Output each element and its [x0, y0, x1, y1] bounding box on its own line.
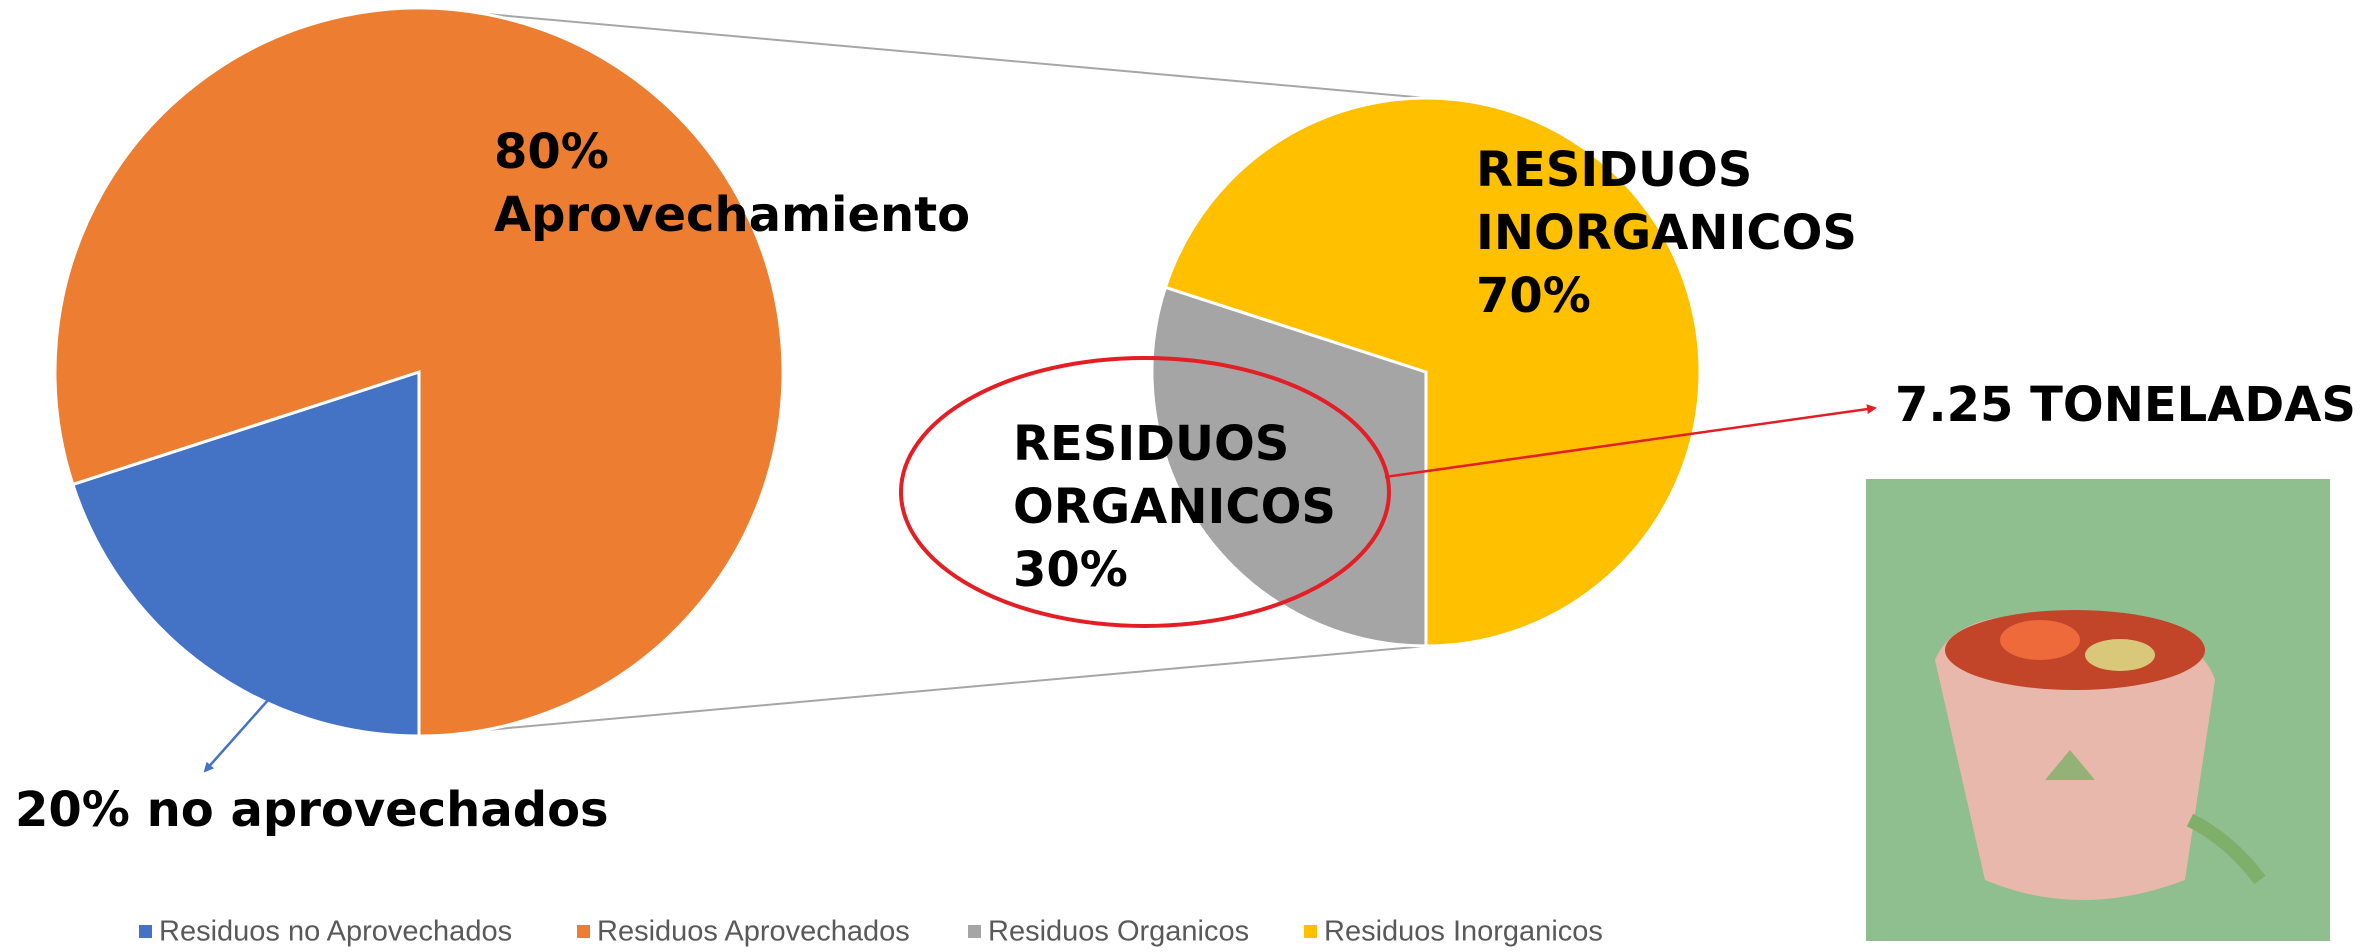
legend-swatch — [139, 925, 152, 938]
legend-label: Residuos Organicos — [988, 916, 1249, 948]
legend-swatch — [968, 925, 981, 938]
data-label-line: 70% — [1476, 268, 1591, 324]
data-label-line: INORGANICOS — [1476, 205, 1857, 261]
data-label-line: 80% — [494, 124, 609, 180]
legend-label: Residuos no Aprovechados — [159, 916, 512, 948]
legend-swatch — [577, 925, 590, 938]
data-label-line: 30% — [1013, 542, 1128, 598]
chart: 80% Aprovechamiento 20% no aprovechados RES… — [0, 0, 2361, 952]
photo — [1866, 479, 2330, 941]
data-label: 20% no aprovechados — [15, 782, 609, 838]
legend-label: Residuos Aprovechados — [597, 916, 910, 948]
legend-label: Residuos Inorganicos — [1324, 916, 1603, 948]
legend-swatch — [1304, 925, 1317, 938]
annotation: 7.25 TONELADAS — [1895, 377, 2356, 433]
data-label-line: RESIDUOS — [1476, 142, 1752, 198]
data-label-line: Aprovechamiento — [494, 187, 970, 243]
data-label-line: RESIDUOS — [1013, 416, 1289, 472]
data-label-line: ORGANICOS — [1013, 479, 1336, 535]
